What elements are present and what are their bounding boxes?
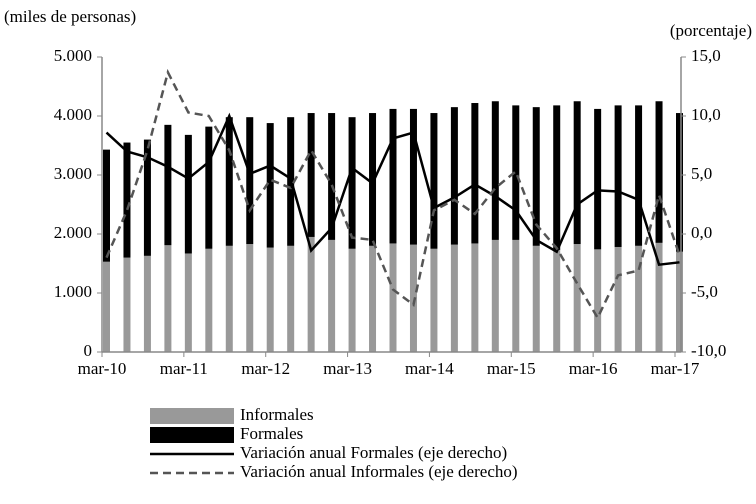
bar [573,244,581,352]
bar [143,255,151,352]
x-tick-label: mar-11 [160,359,208,378]
legend-swatch [150,408,234,424]
bar [471,243,479,352]
y2-tick-label: 5,0 [691,164,712,183]
x-tick-label: mar-10 [78,359,127,378]
bar [184,253,192,352]
legend-label: Variación anual Informales (eje derecho) [240,462,518,481]
bar [430,113,438,249]
legend-label: Variación anual Formales (eje derecho) [240,443,507,462]
y2-tick-label: 10,0 [691,105,721,124]
x-tick-label: mar-12 [241,359,290,378]
bar [123,257,131,352]
y-tick-label: 4.000 [54,105,92,124]
y2-tick-label: -10,0 [691,341,726,360]
y2-tick-label: -5,0 [691,282,718,301]
bar [471,103,479,244]
bar [246,117,254,245]
bar [266,247,274,352]
bar [512,239,520,352]
y-tick-label: 1.000 [54,282,92,301]
y-tick-label: 2.000 [54,223,92,242]
bar [164,124,172,246]
bar [573,101,581,245]
bar [409,244,417,352]
bar [635,245,643,352]
legend-label: Formales [240,424,303,443]
bar [205,248,213,352]
bar [553,249,561,352]
bar [348,117,356,249]
y2-tick-label: 15,0 [691,46,721,65]
bar [225,117,233,246]
y-tick-label: 0 [84,341,93,360]
right-axis-label: (porcentaje) [670,21,752,40]
bar [655,242,663,352]
bar [123,142,131,258]
bar [266,123,274,248]
x-tick-label: mar-17 [651,359,700,378]
bar [287,245,295,352]
bar [450,107,458,245]
bar [184,134,192,254]
bar [205,126,213,249]
bar [369,113,377,246]
legend-swatch [150,427,234,443]
legend-label: Informales [240,405,314,424]
bar [594,249,602,352]
bar [614,105,622,247]
bar [369,245,377,352]
bar [430,248,438,352]
series-line [105,68,681,321]
bar [491,239,499,352]
bar [307,113,315,237]
bar [491,101,499,240]
bar [676,113,683,252]
left-axis-label: (miles de personas) [4,7,136,26]
y2-tick-label: 0,0 [691,223,712,242]
bar [307,236,315,352]
bar [328,113,336,240]
x-tick-label: mar-13 [323,359,372,378]
x-tick-label: mar-16 [569,359,618,378]
bar [512,105,520,240]
bar [532,245,540,352]
bar [348,248,356,352]
bar [614,246,622,352]
bar [409,108,417,245]
y-tick-label: 5.000 [54,46,92,65]
x-tick-label: mar-15 [487,359,536,378]
bar [532,107,540,246]
bar [389,243,397,352]
bar [246,244,254,352]
bar [143,139,151,256]
bar [103,261,110,352]
x-tick-label: mar-14 [405,359,454,378]
bar [594,108,602,250]
bar [655,101,663,243]
bar [676,251,683,352]
series-line [105,112,680,267]
bar [103,149,110,262]
bar [328,239,336,352]
bar [389,108,397,244]
bar [450,244,458,352]
bar [635,105,643,246]
y-tick-label: 3.000 [54,164,92,183]
bar [164,245,172,352]
bar [225,245,233,352]
bar [553,105,561,250]
